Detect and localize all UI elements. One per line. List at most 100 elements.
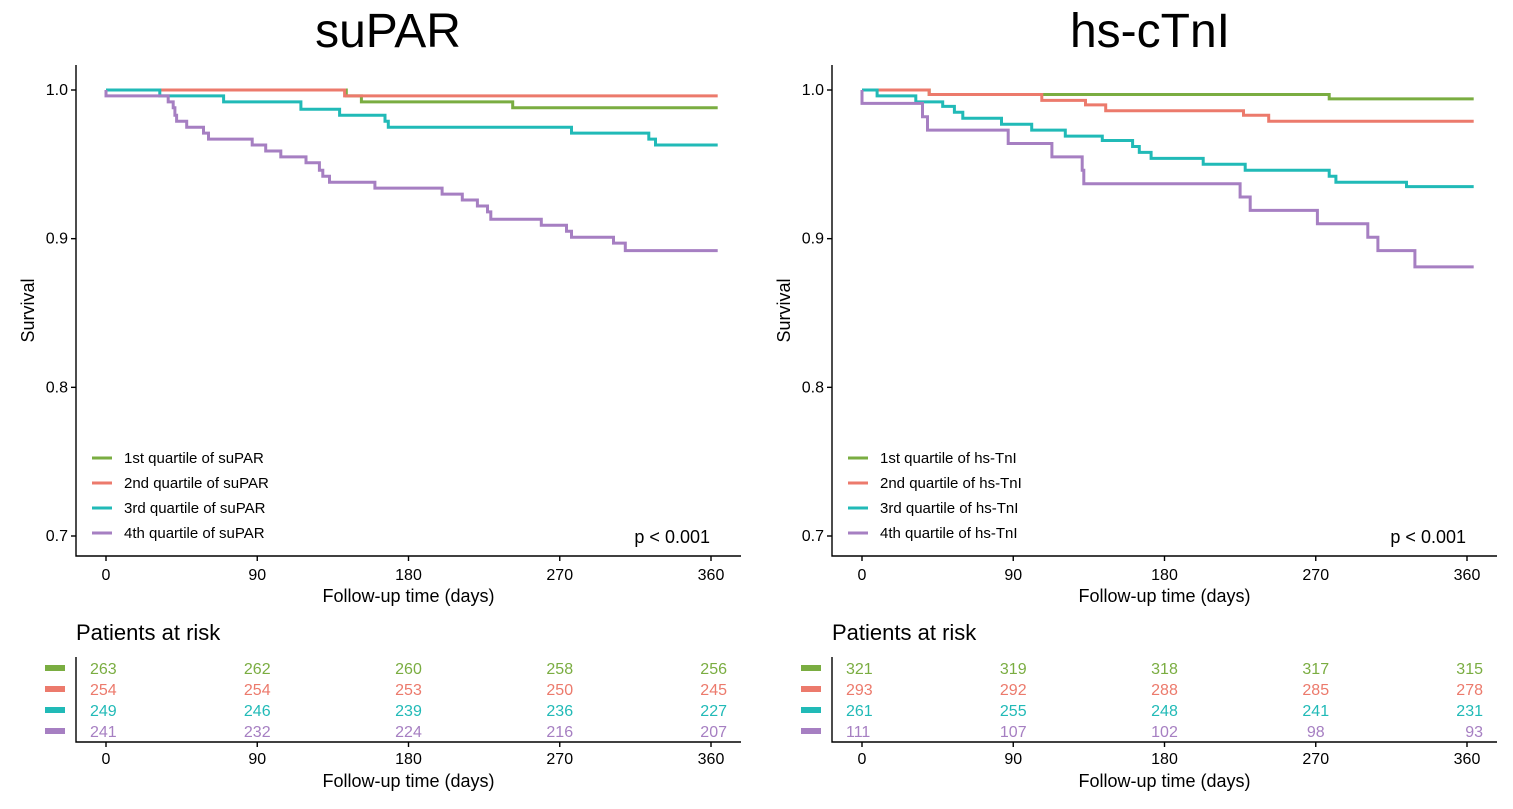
x-tick-label: 180 <box>395 567 422 584</box>
risk-count: 263 <box>90 661 117 678</box>
risk-table-axis <box>831 657 1497 743</box>
risk-x-tick-label: 360 <box>1454 751 1481 768</box>
legend-label: 2nd quartile of hs-TnI <box>880 475 1022 492</box>
risk-x-tick-label: 180 <box>395 751 422 768</box>
risk-count: 288 <box>1151 682 1178 699</box>
risk-count: 224 <box>395 724 422 741</box>
y-tick-label: 1.0 <box>46 82 68 99</box>
risk-count: 241 <box>1302 703 1329 720</box>
risk-x-tick-label: 180 <box>1151 751 1178 768</box>
x-tick-label: 270 <box>1302 567 1329 584</box>
km-panel-2: hs-cTnI 0.7 0.8 0.9 1.0 0 90 180 270 360 Follow-up… <box>774 5 1497 791</box>
axis-lines <box>831 65 1497 557</box>
risk-x-tick-label: 0 <box>858 751 867 768</box>
y-axis-label: Survival <box>774 278 794 342</box>
risk-x-tick-label: 90 <box>1004 751 1022 768</box>
risk-count: 236 <box>546 703 573 720</box>
risk-x-axis-label: Follow-up time (days) <box>322 771 494 791</box>
risk-count: 255 <box>1000 703 1027 720</box>
survival-curve-2 <box>106 88 718 98</box>
risk-table-title: Patients at risk <box>76 620 221 645</box>
x-tick-label: 0 <box>858 567 867 584</box>
y-axis-label: Survival <box>18 278 38 342</box>
risk-row-swatch <box>801 665 821 671</box>
risk-count: 254 <box>90 682 117 699</box>
y-tick-label: 0.9 <box>46 231 68 248</box>
risk-row-swatch <box>801 728 821 734</box>
risk-count: 98 <box>1307 724 1325 741</box>
risk-count: 107 <box>1000 724 1027 741</box>
risk-count: 231 <box>1456 703 1483 720</box>
y-tick-label: 0.8 <box>46 379 68 396</box>
risk-count: 292 <box>1000 682 1027 699</box>
risk-x-axis-label: Follow-up time (days) <box>1078 771 1250 791</box>
risk-count: 102 <box>1151 724 1178 741</box>
risk-count: 246 <box>244 703 271 720</box>
survival-curve-3 <box>862 88 1474 189</box>
risk-count: 216 <box>546 724 573 741</box>
x-tick-label: 90 <box>1004 567 1022 584</box>
survival-curve-1 <box>106 88 718 110</box>
risk-count: 260 <box>395 661 422 678</box>
risk-count: 256 <box>700 661 727 678</box>
x-tick-label: 360 <box>698 567 725 584</box>
risk-count: 241 <box>90 724 117 741</box>
chart-title: hs-cTnI <box>1070 5 1230 58</box>
risk-count: 248 <box>1151 703 1178 720</box>
risk-count: 227 <box>700 703 727 720</box>
risk-row-swatch <box>45 707 65 713</box>
risk-row-swatch <box>801 707 821 713</box>
risk-count: 258 <box>546 661 573 678</box>
risk-count: 278 <box>1456 682 1483 699</box>
p-value-annotation: p < 0.001 <box>1390 527 1466 547</box>
risk-row-swatch <box>801 686 821 692</box>
km-panel-1: suPAR 0.7 0.8 0.9 1.0 0 90 180 270 360 Follow-up t… <box>18 5 741 791</box>
survival-curve-4 <box>860 90 1474 269</box>
risk-x-tick-label: 360 <box>698 751 725 768</box>
x-axis-label: Follow-up time (days) <box>322 586 494 606</box>
risk-count: 319 <box>1000 661 1027 678</box>
chart-title: suPAR <box>315 5 461 58</box>
risk-count: 249 <box>90 703 117 720</box>
survival-curve-3 <box>106 88 718 147</box>
risk-count: 293 <box>846 682 873 699</box>
risk-row-swatch <box>45 728 65 734</box>
p-value-annotation: p < 0.001 <box>634 527 710 547</box>
x-tick-label: 270 <box>546 567 573 584</box>
risk-count: 285 <box>1302 682 1329 699</box>
y-tick-label: 0.8 <box>802 379 824 396</box>
risk-x-tick-label: 270 <box>1302 751 1329 768</box>
risk-count: 254 <box>244 682 271 699</box>
y-tick-label: 0.7 <box>46 528 68 545</box>
legend-label: 3rd quartile of hs-TnI <box>880 500 1018 517</box>
survival-curve-2 <box>862 88 1474 123</box>
risk-count: 250 <box>546 682 573 699</box>
risk-count: 93 <box>1465 724 1483 741</box>
x-tick-label: 360 <box>1454 567 1481 584</box>
risk-x-tick-label: 90 <box>248 751 266 768</box>
legend-label: 4th quartile of hs-TnI <box>880 525 1018 542</box>
risk-count: 262 <box>244 661 271 678</box>
axis-lines <box>75 65 741 557</box>
risk-count: 253 <box>395 682 422 699</box>
risk-count: 321 <box>846 661 873 678</box>
risk-x-tick-label: 0 <box>102 751 111 768</box>
x-axis-label: Follow-up time (days) <box>1078 586 1250 606</box>
risk-x-tick-label: 270 <box>546 751 573 768</box>
legend-label: 3rd quartile of suPAR <box>124 500 266 517</box>
x-tick-label: 180 <box>1151 567 1178 584</box>
legend-label: 2nd quartile of suPAR <box>124 475 269 492</box>
risk-table-title: Patients at risk <box>832 620 977 645</box>
risk-count: 207 <box>700 724 727 741</box>
legend-label: 1st quartile of suPAR <box>124 450 264 467</box>
risk-row-swatch <box>45 665 65 671</box>
legend-label: 4th quartile of suPAR <box>124 525 265 542</box>
risk-count: 245 <box>700 682 727 699</box>
risk-count: 318 <box>1151 661 1178 678</box>
x-tick-label: 0 <box>102 567 111 584</box>
risk-count: 111 <box>846 724 870 741</box>
y-tick-label: 0.9 <box>802 231 824 248</box>
x-tick-label: 90 <box>248 567 266 584</box>
risk-table-axis <box>75 657 741 743</box>
